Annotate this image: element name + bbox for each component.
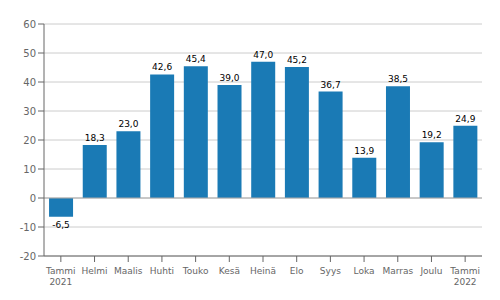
svg-text:10: 10 xyxy=(23,164,36,175)
svg-text:Helmi: Helmi xyxy=(81,266,107,276)
svg-text:60: 60 xyxy=(23,19,36,30)
svg-text:40: 40 xyxy=(23,77,36,88)
svg-text:47,0: 47,0 xyxy=(253,50,273,60)
svg-text:39,0: 39,0 xyxy=(219,73,239,83)
svg-text:38,5: 38,5 xyxy=(388,74,408,84)
svg-text:Syys: Syys xyxy=(320,266,341,276)
svg-text:Elo: Elo xyxy=(290,266,304,276)
svg-text:13,9: 13,9 xyxy=(354,146,374,156)
svg-text:Heinä: Heinä xyxy=(250,266,276,276)
svg-text:45,2: 45,2 xyxy=(287,55,307,65)
svg-text:Huhti: Huhti xyxy=(150,266,174,276)
svg-text:23,0: 23,0 xyxy=(118,119,138,129)
svg-text:Touko: Touko xyxy=(182,266,209,276)
svg-text:Tammi2022: Tammi2022 xyxy=(449,266,480,287)
svg-text:Kesä: Kesä xyxy=(219,266,240,276)
svg-text:45,4: 45,4 xyxy=(186,54,206,64)
svg-text:42,6: 42,6 xyxy=(152,62,172,72)
svg-text:-20: -20 xyxy=(20,251,36,262)
svg-text:36,7: 36,7 xyxy=(321,80,341,90)
svg-text:Joulu: Joulu xyxy=(419,266,442,276)
svg-text:-10: -10 xyxy=(20,222,36,233)
svg-text:Maalis: Maalis xyxy=(114,266,143,276)
svg-text:Marras: Marras xyxy=(382,266,413,276)
svg-text:0: 0 xyxy=(30,193,36,204)
svg-text:18,3: 18,3 xyxy=(85,133,105,143)
svg-text:-6,5: -6,5 xyxy=(52,220,70,230)
svg-text:50: 50 xyxy=(23,48,36,59)
svg-text:Loka: Loka xyxy=(354,266,375,276)
svg-text:Tammi2021: Tammi2021 xyxy=(45,266,76,287)
svg-text:19,2: 19,2 xyxy=(422,130,442,140)
svg-text:24,9: 24,9 xyxy=(455,114,475,124)
svg-text:20: 20 xyxy=(23,135,36,146)
svg-text:30: 30 xyxy=(23,106,36,117)
